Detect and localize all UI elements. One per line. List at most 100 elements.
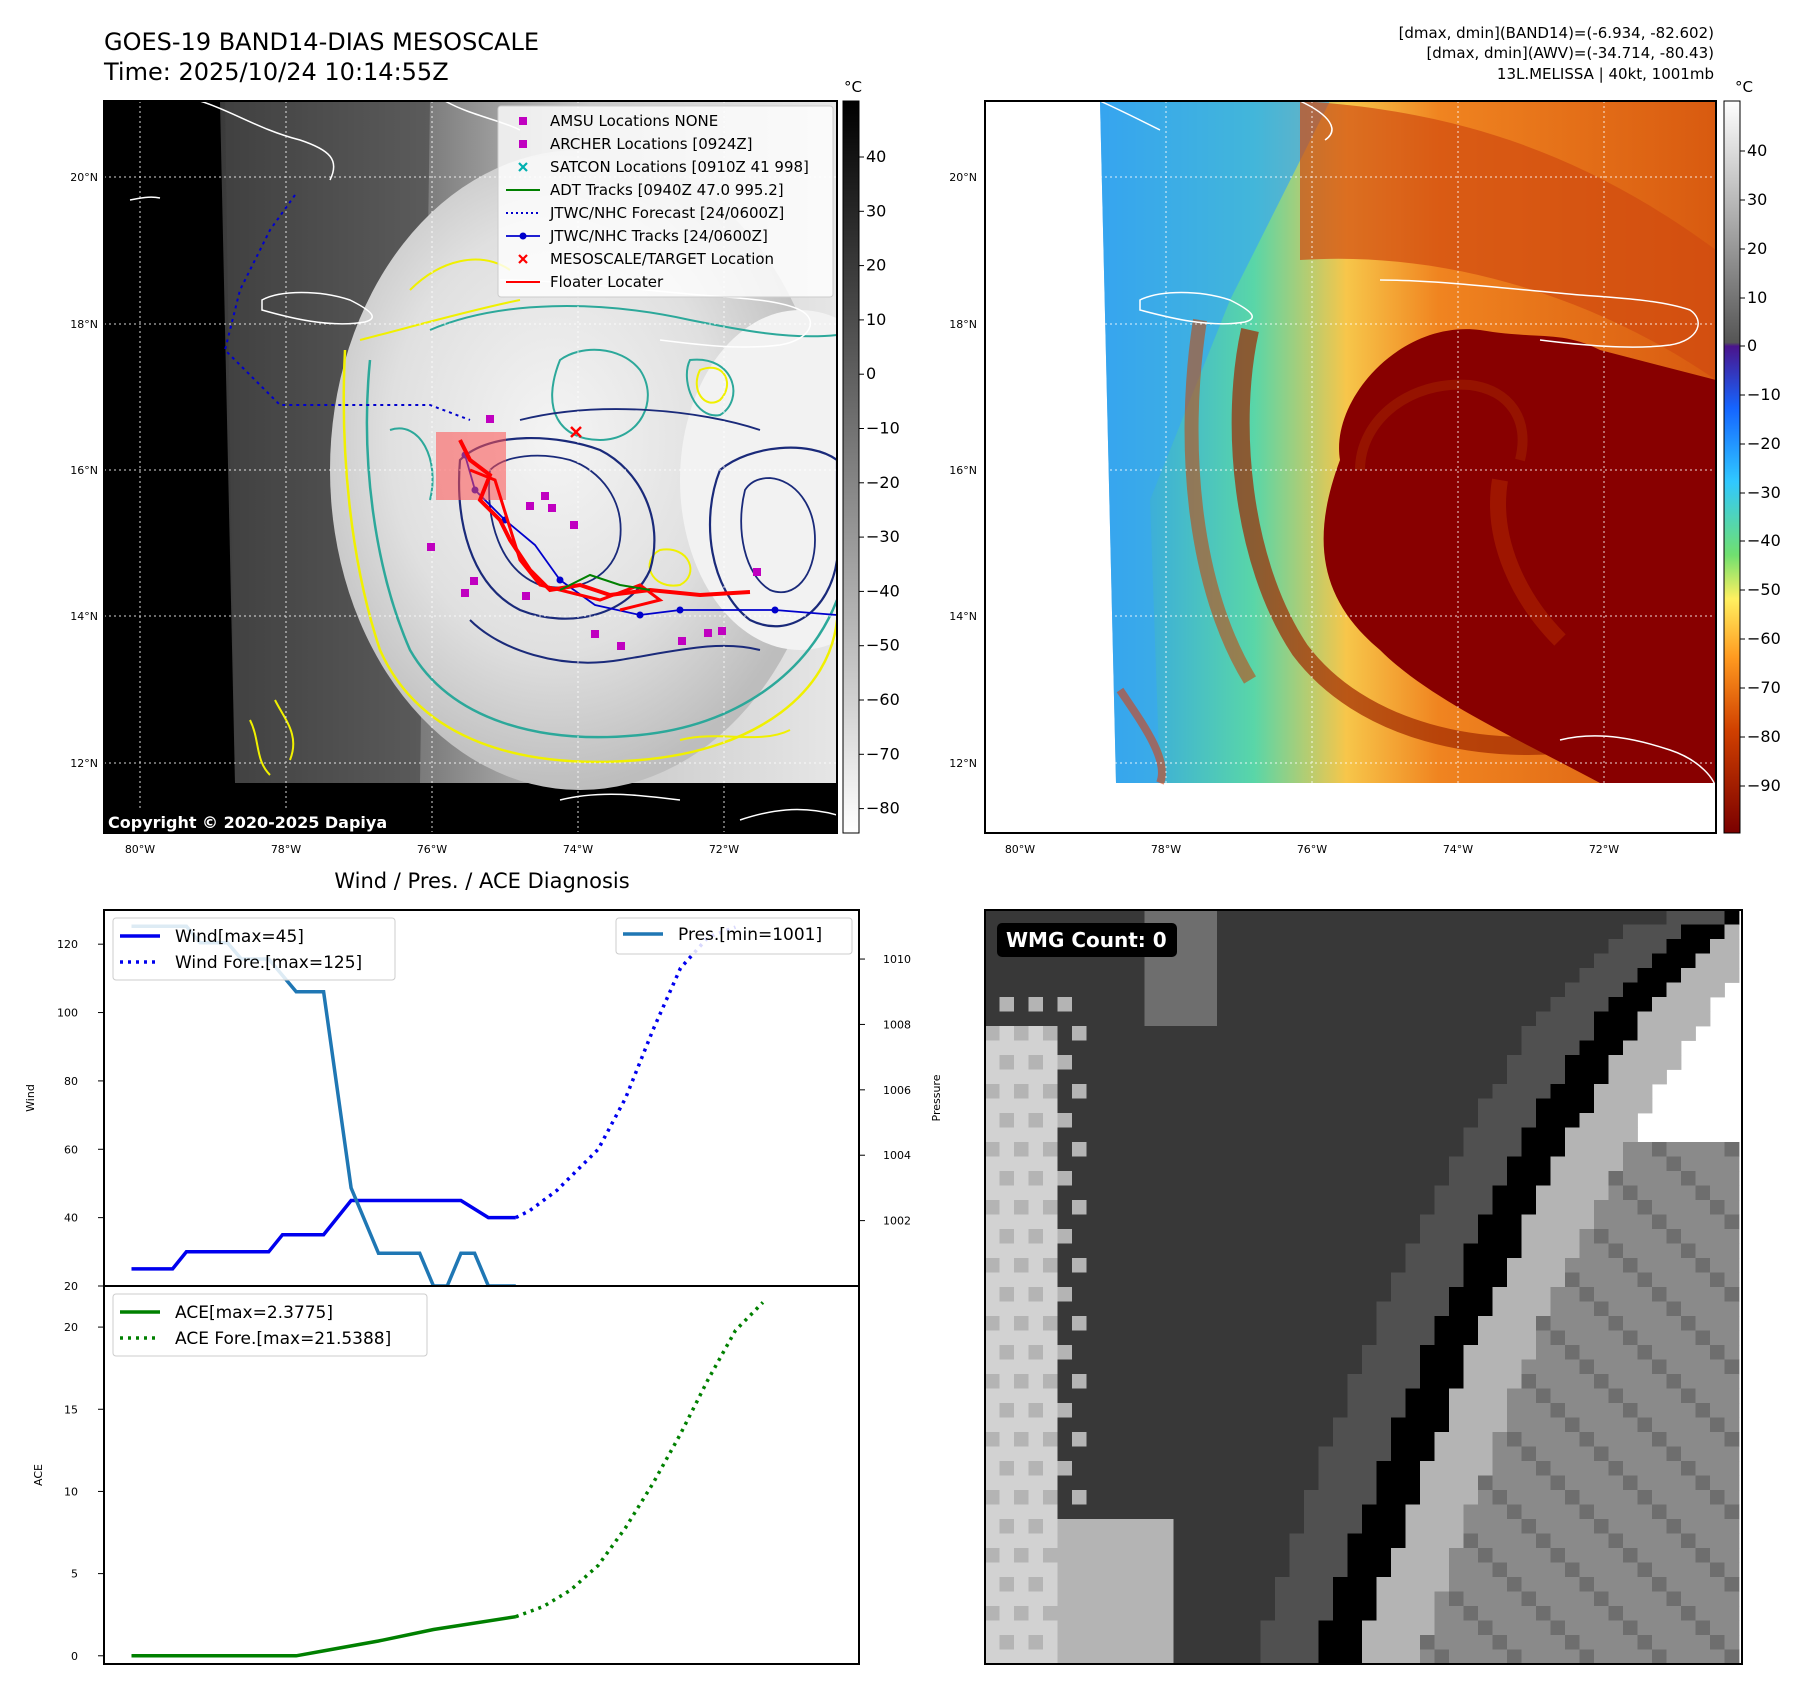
diagnosis-title: Wind / Pres. / ACE Diagnosis xyxy=(334,869,629,893)
legend-entry: SATCON Locations [0910Z 41 998] xyxy=(518,158,809,176)
pressure-y-tick-label: 1004 xyxy=(883,1149,911,1162)
color-colorbar: °C 40 30 20 10 0 −10 −20 −30 −40 −50 −60 −70 −80 −90 xyxy=(1723,78,1781,834)
pressure-y-tick-label: 1010 xyxy=(883,953,911,966)
gray-colorbar-tick: −70 xyxy=(866,744,900,763)
gray-colorbar-tick: −60 xyxy=(866,690,900,709)
pressure-y-tick-label: 1002 xyxy=(883,1215,911,1228)
color-colorbar-tick: −70 xyxy=(1747,678,1781,697)
gray-colorbar-tick: 30 xyxy=(866,201,886,220)
info-awv: [dmax, dmin](AWV)=(-34.714, -80.43) xyxy=(1426,44,1714,62)
lat-tick-label: 20°N xyxy=(70,171,98,184)
lat-tick-label: 12°N xyxy=(70,757,98,770)
color-colorbar-tick: 0 xyxy=(1747,336,1757,355)
wmg-count-label: WMG Count: 0 xyxy=(1006,928,1167,952)
legend-label: MESOSCALE/TARGET Location xyxy=(550,250,774,268)
wind-y-axis-label: Wind xyxy=(24,1084,37,1112)
gray-colorbar-tick: 10 xyxy=(866,310,886,329)
copyright-label: Copyright © 2020-2025 Dapiya xyxy=(108,813,387,832)
gray-colorbar-tick: −80 xyxy=(866,799,900,818)
color-colorbar-tick: −10 xyxy=(1747,385,1781,404)
pressure-legend: Pres.[min=1001] xyxy=(615,917,853,955)
legend-entry: ADT Tracks [0940Z 47.0 995.2] xyxy=(506,181,784,199)
legend-entry: MESOSCALE/TARGET Location xyxy=(518,250,774,268)
color-colorbar-unit: °C xyxy=(1735,78,1753,96)
lat-tick-label: 14°N xyxy=(70,610,98,623)
gray-colorbar-tick: −50 xyxy=(866,636,900,655)
legend-entry: Floater Locater xyxy=(506,273,664,291)
ir-map-ticks: 20°N 18°N 16°N 14°N 12°N 80°W 78°W 76°W 74°W 72°W xyxy=(70,171,739,856)
ir-map-panel: AMSU Locations NONE ARCHER Locations [092… xyxy=(103,100,838,834)
color-colorbar-tick: 10 xyxy=(1747,288,1767,307)
legend-label: Pres.[min=1001] xyxy=(678,925,822,945)
wind-legend: Wind[max=45] Wind Fore.[max=125] xyxy=(112,917,396,981)
gray-colorbar-tick: −30 xyxy=(866,527,900,546)
wind-y-tick-label: 20 xyxy=(64,1280,78,1293)
legend-label: JTWC/NHC Tracks [24/0600Z] xyxy=(549,227,768,245)
pressure-y-axis-label: Pressure xyxy=(930,1074,943,1121)
lat-tick-label: 16°N xyxy=(70,464,98,477)
pressure-y-tick-label: 1006 xyxy=(883,1084,911,1097)
legend-label: ACE Fore.[max=21.5388] xyxy=(175,1329,391,1349)
gray-colorbar-unit: °C xyxy=(844,78,862,96)
wind-y-tick-label: 100 xyxy=(57,1007,78,1020)
legend-label: ADT Tracks [0940Z 47.0 995.2] xyxy=(550,181,784,199)
lon-tick-label: 78°W xyxy=(1151,843,1181,856)
lat-tick-label: 18°N xyxy=(949,318,977,331)
legend-entry: JTWC/NHC Forecast [24/0600Z] xyxy=(506,204,784,222)
gray-colorbar-tick: 0 xyxy=(866,364,876,383)
ace-y-tick-label: 5 xyxy=(71,1568,78,1581)
lon-tick-label: 76°W xyxy=(1297,843,1327,856)
legend-label: Floater Locater xyxy=(550,273,664,291)
lat-tick-label: 16°N xyxy=(949,464,977,477)
awv-map-ticks: 20°N 18°N 16°N 14°N 12°N 80°W 78°W 76°W 74°W 72°W xyxy=(949,171,1619,856)
lat-tick-label: 14°N xyxy=(949,610,977,623)
wind-y-tick-label: 80 xyxy=(64,1075,78,1088)
color-colorbar-tick: 40 xyxy=(1747,141,1767,160)
ace-y-tick-label: 10 xyxy=(64,1485,78,1498)
info-storm: 13L.MELISSA | 40kt, 1001mb xyxy=(1497,65,1714,83)
lon-tick-label: 72°W xyxy=(709,843,739,856)
color-colorbar-tick: −80 xyxy=(1747,727,1781,746)
color-colorbar-tick: 30 xyxy=(1747,190,1767,209)
wmg-panel: WMG Count: 0 xyxy=(984,909,1743,1665)
lon-tick-label: 74°W xyxy=(1443,843,1473,856)
lat-tick-label: 20°N xyxy=(949,171,977,184)
wind-y-tick-label: 120 xyxy=(57,938,78,951)
wind-pressure-chart: 20 40 60 80 100 120 1002 1004 1006 1008 1010 Wind Pr… xyxy=(24,909,943,1293)
ace-y-tick-label: 20 xyxy=(64,1321,78,1334)
ace-chart: 0 5 10 15 20 ACE ACE[max=2.3775] ACE Fore.[max=… xyxy=(32,1285,860,1665)
legend-entry: ARCHER Locations [0924Z] xyxy=(519,135,753,153)
color-colorbar-tick: −30 xyxy=(1747,483,1781,502)
figure-time: Time: 2025/10/24 10:14:55Z xyxy=(103,58,449,86)
legend-entry: AMSU Locations NONE xyxy=(519,112,718,130)
gray-colorbar: °C 40 30 20 10 0 −10 −20 −30 −40 −50 −60 −70 −80 xyxy=(842,78,900,834)
map-legend: AMSU Locations NONE ARCHER Locations [092… xyxy=(497,105,834,298)
info-band14: [dmax, dmin](BAND14)=(-6.934, -82.602) xyxy=(1399,24,1714,42)
pressure-y-tick-label: 1008 xyxy=(883,1018,911,1031)
gray-colorbar-tick: 40 xyxy=(866,147,886,166)
lon-tick-label: 80°W xyxy=(125,843,155,856)
lon-tick-label: 80°W xyxy=(1005,843,1035,856)
legend-label: SATCON Locations [0910Z 41 998] xyxy=(550,158,809,176)
ace-legend: ACE[max=2.3775] ACE Fore.[max=21.5388] xyxy=(112,1293,428,1357)
lon-tick-label: 78°W xyxy=(271,843,301,856)
color-colorbar-tick: −50 xyxy=(1747,580,1781,599)
color-colorbar-tick: −60 xyxy=(1747,629,1781,648)
legend-label: Wind Fore.[max=125] xyxy=(175,953,362,973)
gray-colorbar-tick: −20 xyxy=(866,473,900,492)
legend-label: Wind[max=45] xyxy=(175,927,304,947)
lon-tick-label: 72°W xyxy=(1589,843,1619,856)
ace-y-axis-label: ACE xyxy=(32,1464,45,1486)
lat-tick-label: 18°N xyxy=(70,318,98,331)
wind-y-tick-label: 60 xyxy=(64,1143,78,1156)
gray-colorbar-tick: −10 xyxy=(866,419,900,438)
awv-map-panel xyxy=(984,100,1717,834)
wind-y-tick-label: 40 xyxy=(64,1212,78,1225)
gray-colorbar-tick: −40 xyxy=(866,581,900,600)
color-colorbar-tick: 20 xyxy=(1747,239,1767,258)
series-line-wind-forecast xyxy=(515,925,737,1220)
figure-title: GOES-19 BAND14-DIAS MESOSCALE xyxy=(104,28,539,56)
ace-y-tick-label: 0 xyxy=(71,1650,78,1663)
ace-y-tick-label: 15 xyxy=(64,1403,78,1416)
